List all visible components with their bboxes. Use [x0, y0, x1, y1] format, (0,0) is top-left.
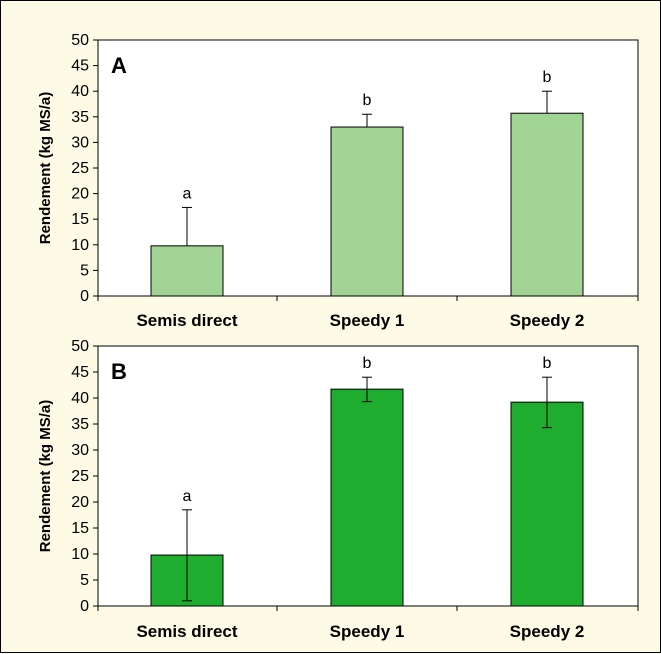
- y-tick-label: 20: [71, 186, 89, 203]
- bar: [330, 388, 404, 607]
- y-tick-label: 35: [71, 416, 89, 433]
- y-tick-label: 10: [71, 237, 89, 254]
- y-tick-label: 10: [71, 546, 89, 563]
- y-tick-label: 15: [71, 211, 89, 228]
- bar: [150, 245, 224, 297]
- y-tick-label: 0: [80, 598, 89, 615]
- y-tick-label: 35: [71, 109, 89, 126]
- significance-label: b: [363, 92, 372, 109]
- x-category-label: Semis direct: [136, 311, 237, 330]
- y-tick-label: 15: [71, 520, 89, 537]
- y-tick-label: 5: [80, 572, 89, 589]
- y-tick-label: 30: [71, 134, 89, 151]
- y-tick-label: 40: [71, 390, 89, 407]
- y-axis-label: Rendement (kg MS/a): [37, 400, 54, 553]
- significance-label: b: [543, 355, 552, 372]
- x-category-label: Semis direct: [136, 622, 237, 641]
- y-tick-label: 25: [71, 468, 89, 485]
- y-tick-label: 40: [71, 83, 89, 100]
- significance-label: a: [183, 488, 192, 505]
- significance-label: a: [183, 185, 192, 202]
- y-tick-label: 5: [80, 262, 89, 279]
- x-category-label: Speedy 1: [330, 622, 405, 641]
- y-axis-label: Rendement (kg MS/a): [37, 92, 54, 245]
- y-tick-label: 30: [71, 442, 89, 459]
- y-tick-label: 25: [71, 160, 89, 177]
- x-category-label: Speedy 2: [510, 622, 585, 641]
- panel-label: A: [111, 53, 127, 78]
- bar: [510, 112, 584, 297]
- x-category-label: Speedy 2: [510, 311, 585, 330]
- y-tick-label: 45: [71, 58, 89, 75]
- significance-label: b: [363, 355, 372, 372]
- y-tick-label: 0: [80, 288, 89, 305]
- x-category-label: Speedy 1: [330, 311, 405, 330]
- y-tick-label: 50: [71, 338, 89, 355]
- significance-label: b: [543, 69, 552, 86]
- y-tick-label: 45: [71, 364, 89, 381]
- y-tick-label: 50: [71, 32, 89, 49]
- bar: [510, 401, 584, 607]
- y-tick-label: 20: [71, 494, 89, 511]
- bar: [330, 126, 404, 297]
- panel-label: B: [111, 359, 127, 384]
